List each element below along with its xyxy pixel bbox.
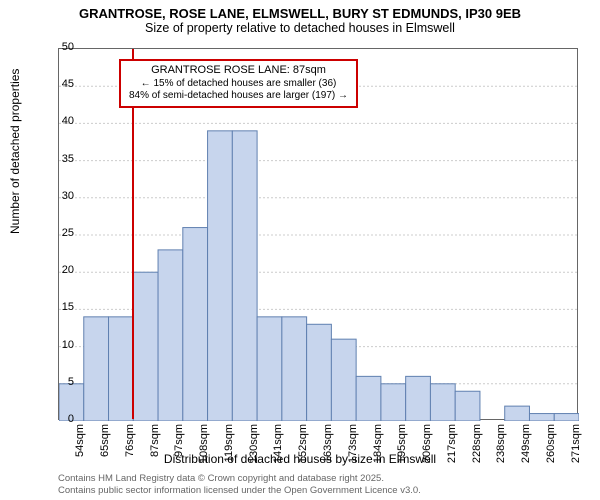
footer-line-2: Contains public sector information licen…	[58, 485, 421, 496]
chart-title-main: GRANTROSE, ROSE LANE, ELMSWELL, BURY ST …	[0, 6, 600, 21]
histogram-bar	[406, 376, 431, 421]
y-axis-label: Number of detached properties	[8, 69, 22, 234]
y-tick-label: 50	[44, 41, 74, 53]
y-tick-label: 5	[44, 376, 74, 388]
y-tick-label: 10	[44, 339, 74, 351]
histogram-bar	[356, 376, 381, 421]
y-tick-label: 35	[44, 153, 74, 165]
y-tick-label: 15	[44, 301, 74, 313]
histogram-bar	[133, 272, 158, 421]
histogram-bar	[505, 406, 530, 421]
histogram-bar	[208, 131, 233, 421]
histogram-bar	[183, 228, 208, 421]
chart-container: GRANTROSE, ROSE LANE, ELMSWELL, BURY ST …	[0, 0, 600, 500]
histogram-bar	[430, 384, 455, 421]
histogram-bar	[257, 317, 282, 421]
y-tick-label: 45	[44, 78, 74, 90]
chart-title-sub: Size of property relative to detached ho…	[0, 21, 600, 35]
x-axis-label: Distribution of detached houses by size …	[0, 452, 600, 466]
histogram-bar	[109, 317, 134, 421]
title-block: GRANTROSE, ROSE LANE, ELMSWELL, BURY ST …	[0, 0, 600, 35]
annotation-line-2: 84% of semi-detached houses are larger (…	[129, 90, 348, 103]
histogram-bar	[455, 391, 480, 421]
footer-line-1: Contains HM Land Registry data © Crown c…	[58, 473, 421, 484]
annotation-box: GRANTROSE ROSE LANE: 87sqm ← 15% of deta…	[119, 59, 358, 108]
footer-attribution: Contains HM Land Registry data © Crown c…	[58, 473, 421, 496]
histogram-bar	[381, 384, 406, 421]
histogram-bar	[282, 317, 307, 421]
annotation-line-1: ← 15% of detached houses are smaller (36…	[129, 78, 348, 91]
histogram-bar	[554, 414, 579, 421]
bars-group	[59, 131, 579, 421]
y-tick-label: 0	[44, 413, 74, 425]
histogram-bar	[307, 324, 332, 421]
y-tick-label: 30	[44, 190, 74, 202]
y-tick-label: 40	[44, 115, 74, 127]
plot-area: GRANTROSE ROSE LANE: 87sqm ← 15% of deta…	[58, 48, 578, 420]
histogram-bar	[331, 339, 356, 421]
histogram-bar	[84, 317, 109, 421]
histogram-bar	[158, 250, 183, 421]
y-tick-label: 20	[44, 264, 74, 276]
annotation-title: GRANTROSE ROSE LANE: 87sqm	[129, 64, 348, 78]
histogram-bar	[232, 131, 257, 421]
y-tick-label: 25	[44, 227, 74, 239]
histogram-bar	[529, 414, 554, 421]
